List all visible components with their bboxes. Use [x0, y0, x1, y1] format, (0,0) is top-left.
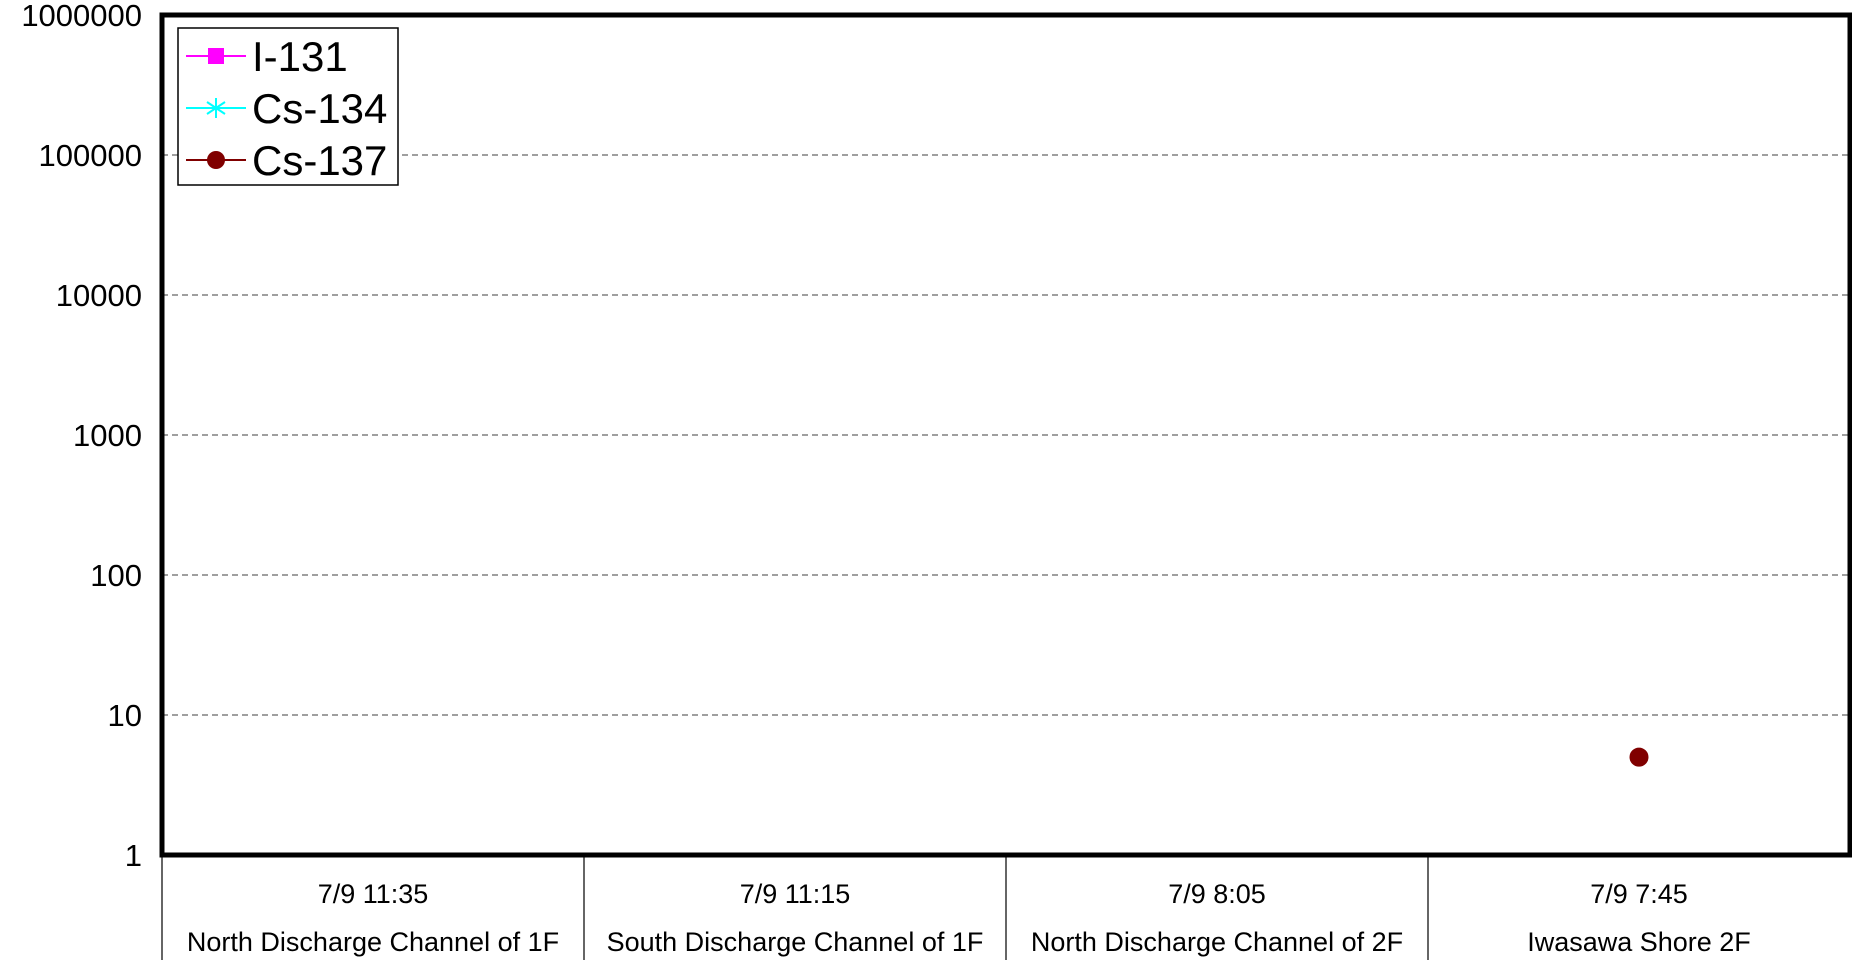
gridlines [162, 154, 1850, 716]
y-tick-label-10000: 10000 [56, 278, 142, 313]
legend-entry-cs-134: Cs-134 [186, 85, 387, 132]
y-axis-tick-labels: 1 10 100 1000 10000 100000 1000000 [21, 0, 142, 873]
y-tick-label-1000000: 1000000 [21, 0, 142, 33]
y-tick-label-10: 10 [108, 698, 142, 733]
legend-label: Cs-134 [252, 85, 387, 132]
y-tick-label-1: 1 [125, 838, 142, 873]
x-category-time-label: 7/9 8:05 [1168, 879, 1266, 909]
x-axis-category-area: 7/9 11:35 North Discharge Channel of 1F 7/… [161, 855, 1751, 960]
legend-marker-circle [207, 151, 225, 169]
legend-entry-cs-137: Cs-137 [186, 137, 387, 184]
data-point-cs-137 [1629, 747, 1649, 767]
x-category-location-label: South Discharge Channel of 1F [607, 927, 984, 957]
x-category-location-label: North Discharge Channel of 2F [1031, 927, 1403, 957]
x-category-location-label: North Discharge Channel of 1F [187, 927, 559, 957]
legend: I-131 Cs-134 Cs-137 [177, 27, 399, 186]
legend-marker-asterisk [206, 98, 226, 118]
x-category-location-label: Iwasawa Shore 2F [1527, 927, 1751, 957]
legend-label: I-131 [252, 33, 348, 80]
y-tick-label-100: 100 [90, 558, 142, 593]
legend-label: Cs-137 [252, 137, 387, 184]
y-tick-label-100000: 100000 [39, 138, 142, 173]
y-tick-label-1000: 1000 [73, 418, 142, 453]
legend-entry-i-131: I-131 [186, 33, 348, 80]
x-category-time-label: 7/9 7:45 [1590, 879, 1688, 909]
x-category-time-label: 7/9 11:35 [318, 879, 429, 909]
data-series [1629, 747, 1649, 767]
legend-marker-square [208, 48, 224, 64]
x-category-time-label: 7/9 11:15 [740, 879, 851, 909]
